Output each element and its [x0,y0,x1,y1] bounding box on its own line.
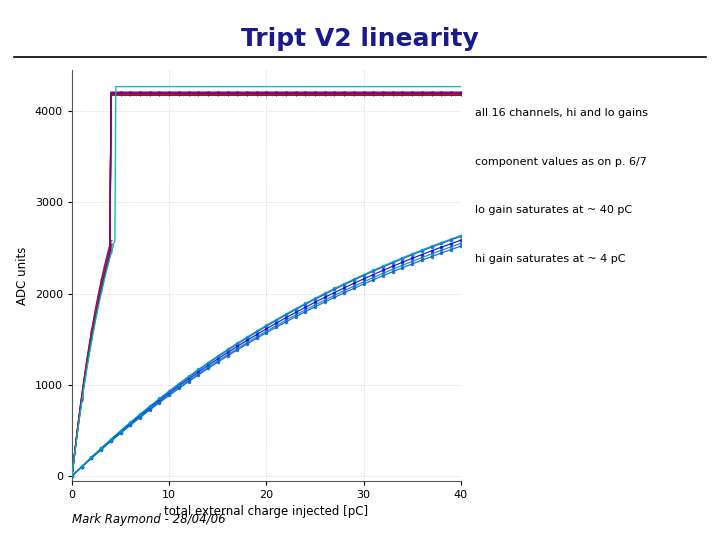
Text: Mark Raymond - 28/04/06: Mark Raymond - 28/04/06 [72,514,225,526]
Text: all 16 channels, hi and lo gains: all 16 channels, hi and lo gains [475,108,648,118]
Text: Tript V2 linearity: Tript V2 linearity [241,27,479,51]
Text: component values as on p. 6/7: component values as on p. 6/7 [475,157,647,167]
Text: hi gain saturates at ~ 4 pC: hi gain saturates at ~ 4 pC [475,254,626,264]
X-axis label: total external charge injected [pC]: total external charge injected [pC] [164,505,369,518]
Y-axis label: ADC units: ADC units [17,246,30,305]
Text: lo gain saturates at ~ 40 pC: lo gain saturates at ~ 40 pC [475,205,632,215]
